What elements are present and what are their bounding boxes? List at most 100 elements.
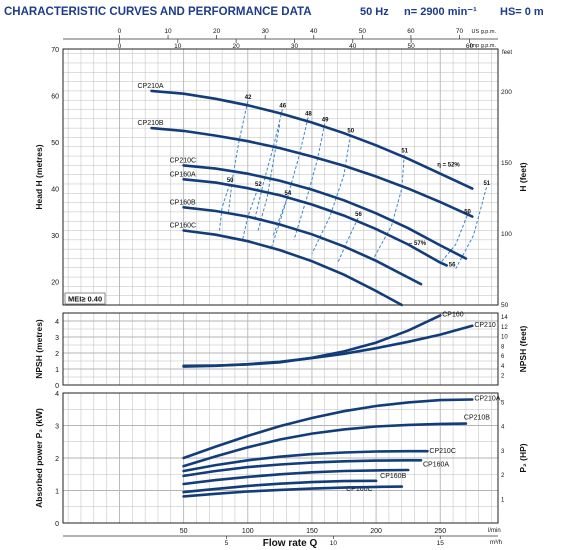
y-tick-label: 70 — [51, 47, 59, 54]
series-line-cp210b — [150, 126, 474, 218]
efficiency-label: 56 — [449, 263, 456, 269]
efficiency-isoline — [272, 117, 309, 236]
y2-axis-title: P₂ (HP) — [518, 443, 528, 472]
series-label-cp160b: CP160B — [170, 199, 196, 206]
efficiency-label: 48 — [305, 111, 312, 117]
efficiency-label: 52 — [255, 182, 262, 188]
y-axis-title: NPSH (metres) — [34, 319, 44, 379]
y2-tick-label: 200 — [501, 89, 512, 96]
efficiency-isoline — [228, 100, 249, 212]
head-panel: CP210A CP210B CP210C CP160A CP160B CP160C 42 46… — [34, 28, 528, 309]
x-tick-label-lmin: 150 — [306, 528, 318, 535]
series-line-cp160a — [182, 459, 423, 478]
series-label-cp160: CP160 — [442, 311, 464, 318]
x-tick-label-m3h: 10 — [330, 540, 338, 547]
panel-frame — [62, 392, 499, 524]
series-line-cp210a — [150, 89, 474, 190]
efficiency-label: – 57% — [409, 241, 427, 247]
y-tick-label: 4 — [55, 319, 59, 326]
series-line-cp210 — [182, 324, 474, 368]
y2-axis-title: H (feet) — [518, 162, 528, 191]
series-line-cp160c — [182, 479, 378, 494]
series-line-cp160b — [182, 206, 423, 286]
x-axis-title: Flow rate Q — [263, 538, 318, 549]
y2-tick-label: 8 — [501, 344, 505, 350]
power-panel: CP210A CP210B CP210C CP160A CP160B CP160C 0 1 2 3… — [34, 391, 528, 547]
us-gpm-tick-label: 0 — [118, 28, 122, 35]
efficiency-label: η = 52% — [437, 163, 460, 169]
imp-gpm-tick-label: 60 — [466, 43, 474, 50]
efficiency-label: 50 — [464, 210, 471, 216]
imp-gpm-tick-label: 20 — [233, 43, 241, 50]
us-gpm-unit: US g.p.m. — [472, 29, 497, 35]
imp-gpm-tick-label: 10 — [174, 43, 182, 50]
series-label-cp210b: CP210B — [464, 415, 490, 422]
y2-tick-label: 5 — [501, 400, 505, 406]
series-line-cp210c — [182, 449, 429, 473]
efficiency-label: 42 — [245, 95, 252, 101]
y2-tick-label: 10 — [501, 335, 508, 341]
y2-unit-label: feet — [502, 50, 512, 56]
series-label-cp210: CP210 — [474, 322, 496, 329]
series-label-cp160c: CP160C — [170, 223, 196, 230]
y-tick-label: 0 — [55, 383, 59, 390]
efficiency-isoline — [293, 123, 326, 240]
y-tick-label: 60 — [51, 94, 59, 101]
hs-label: HS= 0 m — [500, 6, 544, 18]
series-line-cp160a — [182, 178, 448, 267]
series-label-cp160a: CP160A — [170, 171, 196, 178]
chart-title: CHARACTERISTIC CURVES AND PERFORMANCE DA… — [4, 6, 312, 18]
y-tick-label: 1 — [55, 367, 59, 374]
us-gpm-tick-label: 60 — [407, 28, 415, 35]
efficiency-isoline — [373, 154, 405, 259]
y2-tick-label: 2 — [501, 374, 505, 380]
y-tick-label: 20 — [51, 280, 59, 287]
y-tick-label: 50 — [51, 140, 59, 147]
efficiency-isoline — [337, 217, 359, 264]
y-tick-label: 0 — [55, 521, 59, 528]
x-tick-label-lmin: 200 — [370, 528, 382, 535]
mei-badge-box — [64, 292, 106, 305]
efficiency-label: 54 — [285, 191, 292, 197]
y-tick-label: 3 — [55, 424, 59, 431]
mei-badge: MEI≥ 0.40 — [68, 295, 102, 304]
frequency-label: 50 Hz — [360, 6, 389, 18]
imp-gpm-tick-label: 0 — [118, 43, 122, 50]
speed-label: n= 2900 min⁻¹ — [404, 6, 477, 18]
efficiency-label: 49 — [322, 117, 329, 123]
x-tick-label-lmin: 100 — [242, 528, 254, 535]
series-line-cp210a — [182, 398, 474, 460]
efficiency-label: 50 — [347, 129, 354, 135]
series-line-cp160b — [182, 468, 410, 486]
y2-tick-label: 14 — [501, 315, 508, 321]
series-label-cp210c: CP210C — [429, 448, 455, 455]
y-axis-title: Absorbed power P₂ (kW) — [34, 408, 44, 508]
us-gpm-tick-label: 20 — [213, 28, 221, 35]
y-tick-label: 40 — [51, 187, 59, 194]
efficiency-label: 50 — [227, 178, 234, 184]
series-label-cp210a: CP210A — [138, 83, 164, 90]
y2-tick-label: 4 — [501, 364, 505, 370]
efficiency-label: 51 — [483, 181, 490, 187]
y2-tick-label: 3 — [501, 449, 505, 455]
efficiency-isoline — [219, 183, 231, 231]
y2-tick-label: 100 — [501, 231, 512, 238]
efficiency-isoline — [311, 134, 351, 255]
efficiency-isoline — [253, 109, 283, 222]
series-label-cp210a: CP210A — [474, 396, 500, 403]
y2-tick-label: 4 — [501, 425, 505, 431]
efficiency-label: 56 — [355, 212, 362, 218]
series-label-cp160b: CP160B — [380, 473, 406, 480]
panel-frame — [62, 312, 499, 386]
us-gpm-tick-label: 10 — [164, 28, 172, 35]
y-tick-label: 3 — [55, 335, 59, 342]
y2-tick-label: 150 — [501, 160, 512, 167]
series-line-cp160c — [182, 229, 404, 307]
us-gpm-tick-label: 40 — [310, 28, 318, 35]
x-tick-label-m3h: 15 — [437, 540, 445, 547]
y2-tick-label: 1 — [501, 497, 505, 503]
series-label-cp210c: CP210C — [170, 157, 196, 164]
series-line-cp210c — [182, 164, 468, 260]
